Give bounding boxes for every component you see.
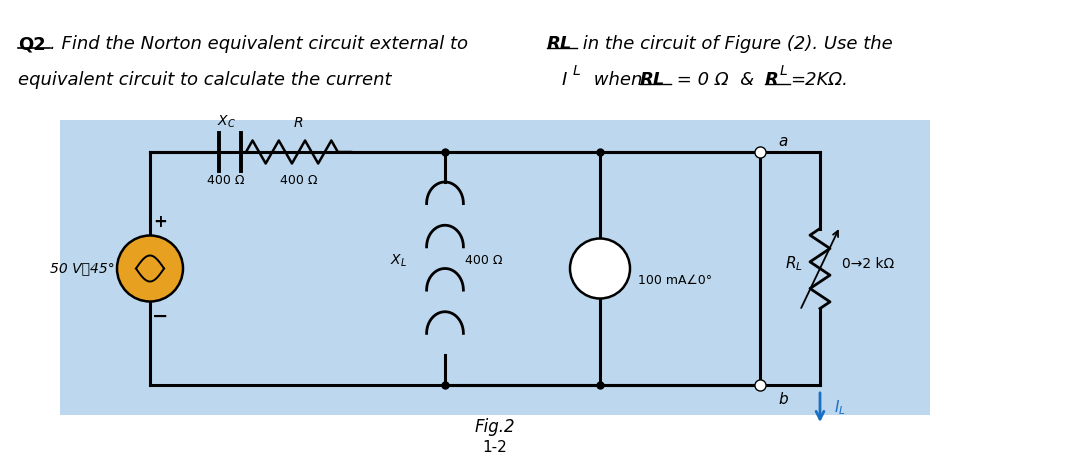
Text: 0→2 kΩ: 0→2 kΩ (842, 256, 894, 271)
Text: a: a (778, 134, 787, 149)
Text: b: b (778, 392, 787, 406)
Text: L: L (780, 64, 787, 78)
Circle shape (117, 235, 183, 302)
Text: 100 mA∠0°: 100 mA∠0° (638, 274, 712, 287)
Text: . Find the Norton equivalent circuit external to: . Find the Norton equivalent circuit ext… (50, 35, 474, 53)
Text: when: when (588, 71, 648, 89)
Text: $X_C$: $X_C$ (217, 114, 235, 130)
Text: in the circuit of Figure (2). Use the: in the circuit of Figure (2). Use the (577, 35, 893, 53)
Text: 50 V⑐45°: 50 V⑐45° (50, 261, 114, 276)
Text: Q2: Q2 (18, 35, 45, 53)
Text: I: I (562, 71, 567, 89)
Text: = 0 Ω  &: = 0 Ω & (671, 71, 760, 89)
Text: Fig.2: Fig.2 (475, 418, 515, 436)
Text: 400 Ω: 400 Ω (280, 174, 318, 187)
Text: equivalent circuit to calculate the current: equivalent circuit to calculate the curr… (18, 71, 403, 89)
Text: R: R (765, 71, 779, 89)
Text: RL: RL (546, 35, 572, 53)
Text: $I_L$: $I_L$ (834, 398, 846, 417)
Text: =2KΩ.: =2KΩ. (789, 71, 848, 89)
Text: 400 Ω: 400 Ω (207, 174, 245, 187)
Text: L: L (573, 64, 581, 78)
Text: −: − (152, 307, 168, 326)
Text: RL: RL (640, 71, 665, 89)
Text: 400 Ω: 400 Ω (465, 254, 502, 267)
Text: $R_L$: $R_L$ (785, 254, 804, 273)
Text: +: + (153, 213, 167, 230)
Text: 1-2: 1-2 (483, 440, 508, 455)
Bar (60, 120, 930, 415)
Text: $R$: $R$ (294, 116, 303, 130)
Text: $X_L$: $X_L$ (390, 252, 407, 269)
Circle shape (570, 239, 630, 298)
